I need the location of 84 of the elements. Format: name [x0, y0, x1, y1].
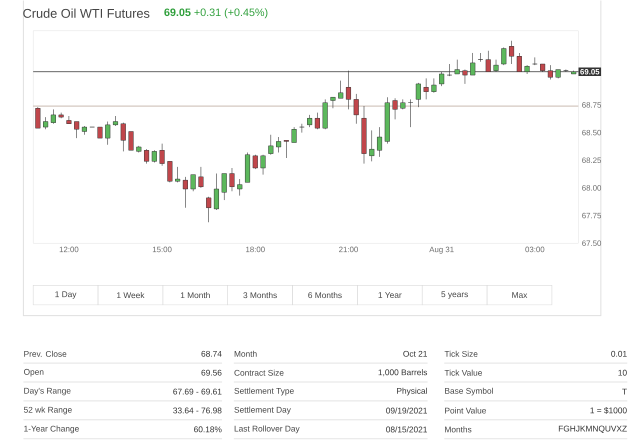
candlestick — [369, 130, 374, 162]
text: T — [622, 388, 627, 395]
candlestick — [152, 150, 157, 163]
candlestick — [160, 143, 165, 166]
candlestick — [508, 40, 514, 64]
text: Settlement Day — [234, 406, 291, 414]
candlestick — [50, 109, 56, 124]
candlestick — [237, 178, 242, 196]
text: 0.01 — [611, 350, 627, 357]
candlestick — [338, 80, 344, 99]
text: 3 Months — [243, 292, 277, 298]
text: 6 Months — [308, 292, 342, 298]
text: 10 — [618, 370, 627, 376]
text: Months — [445, 426, 472, 433]
text: Oct 21 — [403, 350, 428, 357]
candlestick — [43, 116, 48, 130]
text: 52 wk Range — [24, 406, 72, 414]
candlestick — [128, 131, 134, 151]
candlestick — [330, 97, 336, 109]
candlestick — [105, 121, 110, 146]
text: 1 Day — [55, 291, 76, 299]
text: Tick Size — [444, 350, 478, 357]
text: 68.74 — [201, 350, 222, 357]
candlestick — [167, 161, 172, 183]
candlestick — [392, 98, 398, 120]
candlestick — [74, 121, 80, 139]
text: 08/15/2021 — [386, 426, 428, 433]
text: 5 years — [441, 291, 468, 299]
text: 1 Week — [117, 292, 144, 298]
candlestick — [424, 78, 429, 100]
candlestick — [175, 166, 180, 183]
candlestick — [354, 94, 359, 124]
candlestick — [478, 52, 484, 62]
candlestick — [431, 78, 436, 94]
candlestick — [35, 106, 40, 129]
candlestick — [97, 126, 103, 139]
candlestick — [190, 174, 196, 192]
candlestick — [144, 149, 150, 164]
candlestick — [314, 112, 320, 130]
candlestick — [376, 126, 382, 158]
candlestick — [276, 136, 282, 153]
text: 69.56 — [201, 370, 222, 376]
candlestick — [206, 196, 212, 223]
text: 1-Year Change — [24, 426, 79, 434]
text: 1,000 Barrels — [378, 369, 428, 376]
chart-title: Crude Oil WTI Futures — [23, 8, 150, 18]
candlestick — [501, 47, 506, 66]
text: 1 Month — [180, 292, 210, 298]
text: 1 Year — [378, 292, 402, 298]
text: 67.69 - 69.61 — [173, 388, 222, 395]
candlestick — [120, 122, 126, 152]
candlestick — [260, 154, 266, 176]
text: 1 = $1000 — [590, 407, 627, 414]
candlestick — [400, 99, 406, 110]
candlestick — [182, 176, 188, 208]
candlestick — [222, 173, 227, 200]
candlestick — [198, 166, 204, 188]
candlestick — [292, 126, 297, 143]
candlestick — [214, 173, 220, 210]
text: Open — [24, 369, 44, 377]
text: Physical — [397, 388, 427, 396]
candlestick — [416, 82, 421, 108]
text: 60.18% — [194, 426, 222, 432]
text: Prev. Close — [24, 350, 66, 357]
text: 09/19/2021 — [386, 408, 428, 414]
text: Settlement Type — [234, 388, 294, 396]
text: Max — [512, 292, 528, 298]
text: 33.64 - 76.98 — [173, 408, 222, 414]
text: Base Symbol — [445, 388, 493, 396]
candlestick — [268, 134, 274, 156]
candlestick — [229, 168, 235, 192]
text: Day's Range — [24, 388, 71, 396]
text: FGHJKMNQUVXZ — [558, 426, 627, 434]
candlestick — [408, 99, 414, 128]
chart-subtitle: 69.05 +0.31 (+0.45%) — [164, 8, 268, 18]
candlestick — [252, 154, 258, 170]
candlestick — [112, 116, 118, 126]
text: Point Value — [445, 408, 486, 414]
text: Month — [234, 350, 257, 357]
text: Last Rollover Day — [234, 426, 300, 434]
candlestick — [307, 114, 312, 128]
text: Tick Value — [444, 370, 482, 376]
text: Contract Size — [234, 370, 284, 376]
candlestick — [284, 140, 289, 158]
